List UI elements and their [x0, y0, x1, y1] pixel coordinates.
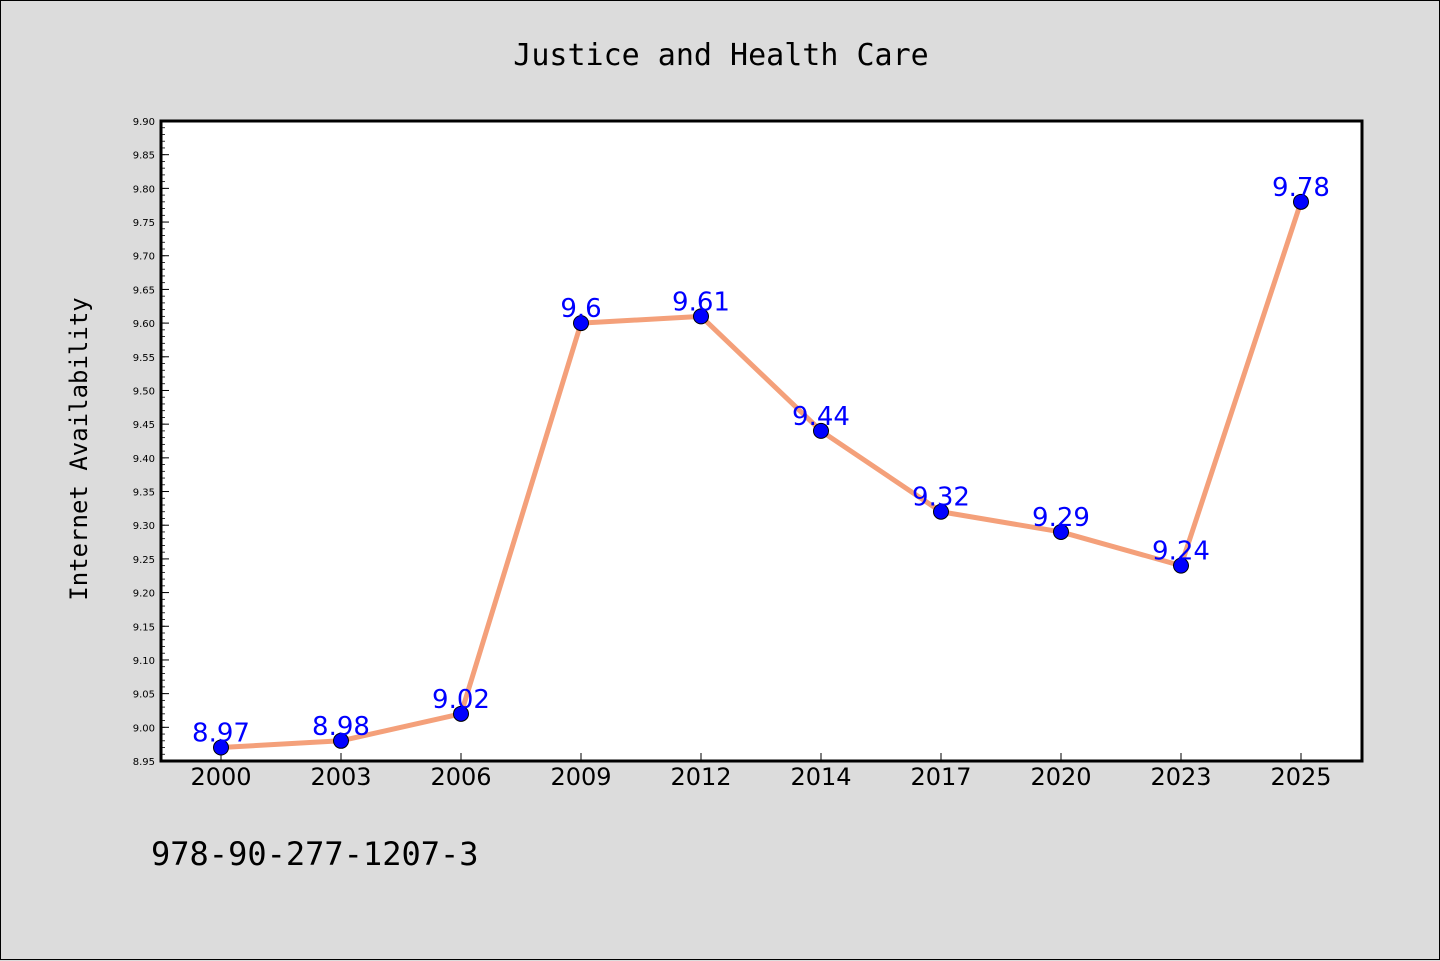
data-label: 9.02	[432, 685, 490, 715]
data-label: 9.78	[1272, 173, 1330, 203]
y-tick-label: 9.35	[133, 488, 155, 499]
data-label: 9.29	[1032, 503, 1090, 533]
y-tick-label: 8.95	[133, 757, 155, 768]
x-tick-label: 2014	[790, 763, 851, 791]
x-tick-label: 2009	[550, 763, 611, 791]
data-label: 9.61	[672, 287, 730, 317]
y-tick-label: 9.90	[133, 117, 155, 128]
y-tick-label: 9.45	[133, 420, 155, 431]
data-point	[1293, 193, 1309, 210]
data-point	[213, 739, 229, 756]
y-tick-label: 9.60	[133, 319, 155, 330]
y-tick-label: 9.80	[133, 184, 155, 195]
y-tick-label: 9.65	[133, 285, 155, 296]
data-label: 9.6	[560, 294, 601, 324]
data-point	[333, 732, 349, 749]
y-tick-label: 9.75	[133, 218, 155, 229]
x-tick-label: 2020	[1030, 763, 1091, 791]
x-tick-label: 2017	[910, 763, 971, 791]
x-tick-label: 2006	[430, 763, 491, 791]
y-tick-label: 9.00	[133, 723, 155, 734]
x-tick-label: 2012	[670, 763, 731, 791]
data-point	[933, 503, 949, 520]
x-tick-label: 2023	[1150, 763, 1211, 791]
y-tick-label: 9.50	[133, 386, 155, 397]
y-tick-label: 9.05	[133, 690, 155, 701]
y-axis-label: Internet Availability	[65, 297, 93, 600]
footer-isbn: 978-90-277-1207-3	[151, 835, 479, 873]
chart-title: Justice and Health Care	[513, 38, 928, 73]
y-tick-label: 9.10	[133, 656, 155, 667]
y-tick-label: 9.70	[133, 252, 155, 263]
y-tick-label: 9.85	[133, 151, 155, 162]
x-axis: 2000 2003 2006 2009 2012 2014 2017 2020 2023 2025	[190, 753, 1332, 791]
data-label: 9.44	[792, 402, 850, 432]
x-tick-label: 2000	[190, 763, 251, 791]
y-tick-label: 9.40	[133, 454, 155, 465]
y-tick-label: 9.15	[133, 622, 155, 633]
y-tick-label: 9.25	[133, 555, 155, 566]
data-label: 9.32	[912, 483, 970, 513]
x-tick-label: 2003	[310, 763, 371, 791]
data-point	[693, 308, 709, 325]
data-point	[1173, 557, 1189, 574]
y-axis: 8.95 9.00 9.05 9.10 9.15 9.20 9.25 9.30 9.35 9.40…	[133, 117, 169, 768]
data-label: 9.24	[1152, 537, 1210, 567]
y-tick-label: 9.20	[133, 589, 155, 600]
series-line-path	[218, 199, 1304, 751]
x-tick-label: 2025	[1270, 763, 1331, 791]
data-point	[813, 422, 829, 439]
data-label: 8.98	[312, 712, 370, 742]
data-label: 8.97	[192, 719, 250, 749]
data-point	[573, 315, 589, 332]
data-point	[453, 705, 469, 722]
data-point	[1053, 523, 1069, 540]
y-tick-label: 9.55	[133, 353, 155, 364]
series-line: 8.97 8.98 9.02 9.6 9.61 9.44 9.32 9.29 9.24 9.78	[192, 173, 1330, 756]
y-tick-label: 9.30	[133, 521, 155, 532]
plot-area	[159, 119, 1364, 763]
